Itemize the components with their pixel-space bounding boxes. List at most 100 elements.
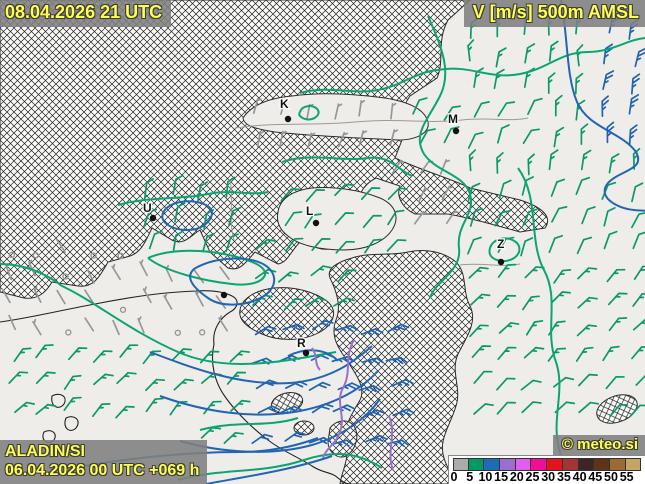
wind-barb-icon (631, 211, 645, 229)
wind-barb-icon (629, 404, 645, 418)
colorbar-cell (609, 458, 626, 471)
city-dot (312, 219, 320, 227)
wind-barb-icon (143, 177, 155, 199)
wind-barb-icon (473, 403, 494, 415)
wind-barb-icon (577, 296, 598, 309)
colorbar-tick: 15 (494, 470, 509, 484)
wind-barb-icon (631, 346, 645, 360)
wind-barb-icon (631, 182, 644, 203)
wind-barb-icon (602, 345, 620, 362)
calm-wind-icon (62, 273, 69, 280)
wind-barb-icon (413, 210, 428, 225)
wind-barb-icon (284, 431, 306, 442)
basin-layer (242, 93, 429, 251)
wind-barb-icon (163, 293, 173, 310)
calm-wind-icon (174, 329, 181, 336)
wind-barb-icon (360, 328, 384, 336)
wind-barb-icon (63, 396, 82, 412)
wind-barb-icon (139, 259, 148, 277)
wind-barb-icon (578, 373, 598, 387)
colorbar-tick: 5 (466, 470, 474, 484)
wind-barb-icon (635, 373, 645, 386)
wind-barb-icon (307, 132, 316, 149)
wind-barb-icon (494, 209, 511, 227)
wind-barb-icon (279, 130, 287, 148)
wind-barb-icon (362, 409, 385, 419)
wind-barb-icon (498, 179, 512, 199)
wind-barb-icon (520, 379, 542, 391)
wind-barb-icon (311, 319, 334, 331)
wind-barb-icon (493, 68, 505, 90)
wind-barb-icon (173, 378, 194, 391)
wind-barb-icon (496, 294, 517, 308)
wind-barb-icon (608, 317, 628, 332)
wind-barb-icon (576, 236, 593, 255)
wind-barb-icon (334, 212, 355, 226)
wind-barb-icon (337, 269, 357, 283)
isotach-15ms-layer (311, 339, 394, 471)
city-dot (452, 127, 460, 135)
wind-barb-icon (333, 297, 355, 307)
wind-barb-icon (278, 271, 299, 283)
wind-barb-icon (203, 400, 222, 415)
wind-barb-icon (575, 346, 594, 362)
wind-barb-icon (254, 325, 277, 336)
wind-barb-icon (628, 124, 638, 146)
wind-barb-icon (386, 239, 407, 252)
colorbar-cell (562, 458, 579, 471)
city-label: Z (497, 237, 504, 251)
wind-barb-icon (581, 206, 596, 225)
wind-barb-icon (392, 408, 415, 417)
wind-barb-icon (441, 185, 454, 201)
wind-barb-icon (496, 124, 510, 144)
colorbar-tick: 35 (556, 470, 571, 484)
wind-barb-icon (608, 153, 620, 174)
island-2 (64, 416, 79, 431)
city-dot (302, 349, 310, 357)
wind-barb-icon (174, 202, 186, 223)
wind-barb-icon (391, 378, 414, 387)
wind-barb-icon (55, 238, 67, 253)
wind-barb-icon (91, 403, 111, 418)
coastline-layer (0, 290, 351, 484)
valid-datetime-label: 08.04.2026 21 UTC (0, 0, 172, 27)
wind-barb-icon (387, 323, 410, 333)
colorbar-cells (453, 458, 642, 471)
city-label: L (306, 204, 313, 218)
colorbar-tick: 50 (604, 470, 618, 484)
wind-barb-icon (601, 95, 610, 118)
calm-wind-icon (119, 306, 127, 313)
wind-barb-icon (445, 209, 459, 225)
wind-barb-icon (67, 347, 88, 361)
wind-barb-icon (32, 318, 42, 336)
wind-barb-icon (86, 268, 95, 284)
wind-barb-icon (145, 397, 164, 413)
field-title-label: V [m/s] 500m AMSL (463, 0, 645, 27)
colorbar-cell (547, 458, 563, 471)
wind-barb-icon (229, 350, 251, 363)
wind-barb-icon (496, 152, 504, 174)
wind-barb-icon (361, 357, 385, 365)
adriatic-coast (0, 290, 351, 484)
border-it-si (229, 179, 235, 241)
wind-barb-icon (84, 317, 95, 332)
wind-barb-icon (419, 128, 436, 145)
border-at-si (234, 117, 529, 129)
wind-barb-icon (634, 47, 645, 68)
wind-barb-icon (145, 378, 166, 392)
colorbar-cell (453, 458, 469, 471)
terrain-istria-2 (293, 420, 315, 436)
wind-barb-icon (215, 295, 227, 309)
wind-barb-icon (137, 316, 145, 334)
wind-barb-icon (284, 237, 304, 252)
wind-barb-icon (443, 105, 462, 121)
wind-barb-icon (256, 130, 265, 148)
colorbar-cell (500, 458, 516, 471)
wind-barb-icon (389, 129, 399, 146)
colorbar-tick: 45 (588, 470, 603, 484)
wind-barb-icon (8, 314, 17, 331)
city-label: K (280, 97, 289, 111)
city-label: U (143, 201, 152, 215)
